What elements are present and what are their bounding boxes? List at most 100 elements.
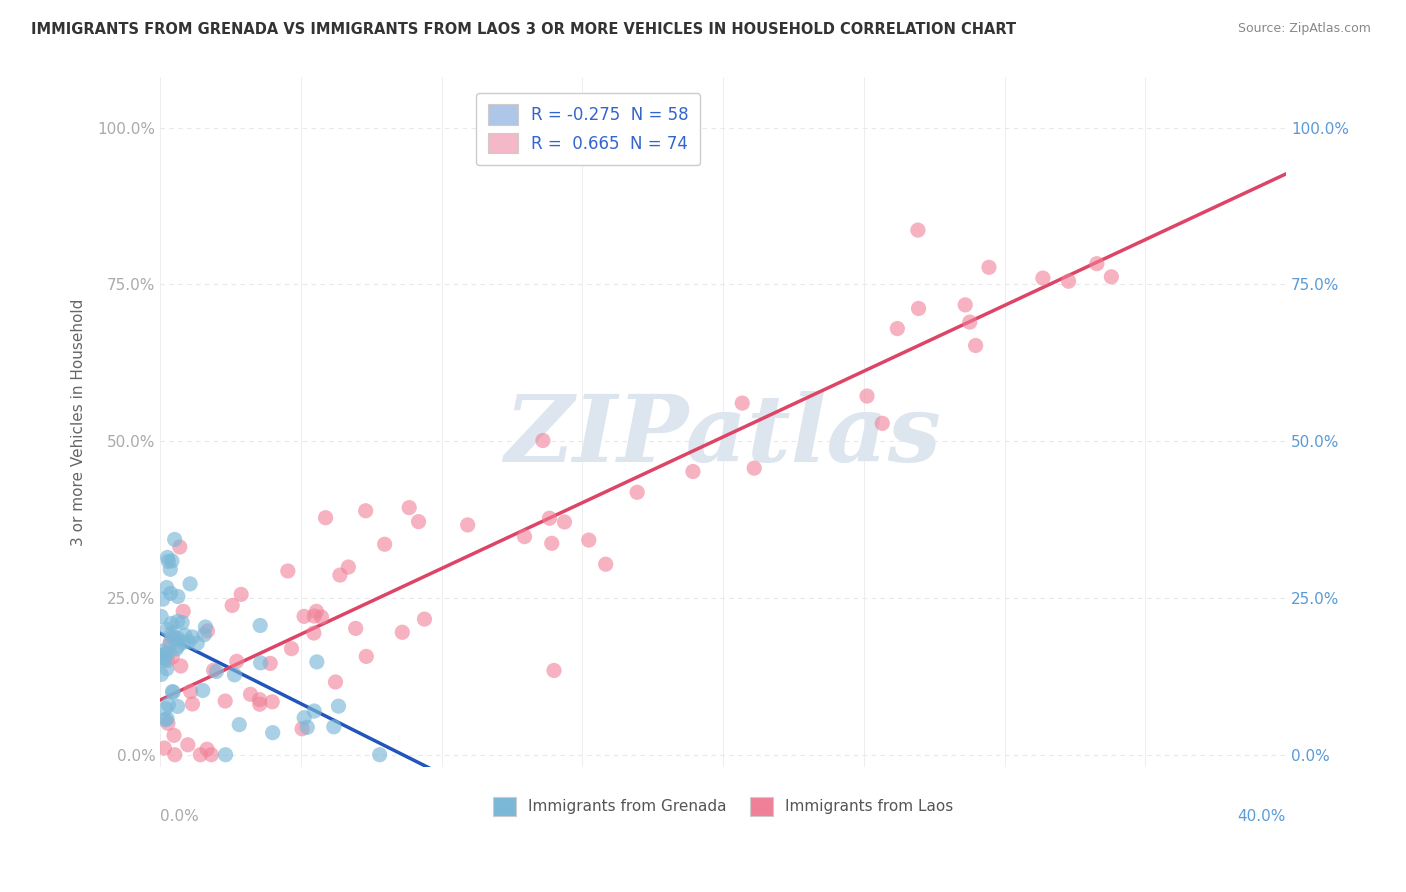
Point [156,712,179,726]
Point [173,628,195,642]
Point [302,626,325,640]
Point [305,655,328,669]
Point [322,720,344,734]
Point [540,536,562,550]
Point [224,668,246,682]
Point [249,618,271,632]
Point [155,701,177,715]
Point [180,684,202,698]
Point [344,621,367,635]
Point [166,631,188,645]
Point [166,615,188,629]
Point [259,657,281,671]
Point [150,609,173,624]
Point [626,485,648,500]
Point [302,704,325,718]
Point [155,713,177,727]
Point [163,728,186,742]
Point [398,500,420,515]
Point [682,465,704,479]
Point [172,635,194,649]
Point [595,558,617,572]
Point [150,648,173,663]
Point [156,550,179,565]
Point [156,716,179,731]
Point [170,659,193,673]
Point [152,651,174,665]
Point [159,562,181,576]
Point [977,260,1000,275]
Point [160,616,183,631]
Point [413,612,436,626]
Point [162,649,184,664]
Point [292,609,315,624]
Point [553,515,575,529]
Point [907,223,929,237]
Point [186,636,208,650]
Point [157,646,180,660]
Point [172,604,194,618]
Point [194,620,217,634]
Point [231,587,253,601]
Point [150,667,173,681]
Point [302,609,325,624]
Point [249,697,271,711]
Point [167,639,190,653]
Point [221,599,243,613]
Point [163,747,186,762]
Point [214,694,236,708]
Point [742,461,765,475]
Point [172,615,194,630]
Point [391,625,413,640]
Point [166,699,188,714]
Point [291,722,314,736]
Point [959,315,981,329]
Point [228,717,250,731]
Point [856,389,879,403]
Point [457,518,479,533]
Point [200,747,222,762]
Point [214,747,236,762]
Point [169,540,191,554]
Point [538,511,561,525]
Point [872,417,894,431]
Point [181,630,204,644]
Point [731,396,754,410]
Point [162,684,184,698]
Point [153,648,176,662]
Point [163,631,186,645]
Point [153,653,176,667]
Point [177,634,200,648]
Point [160,630,183,644]
Point [163,533,186,547]
Point [965,338,987,352]
Point [513,530,536,544]
Point [249,692,271,706]
Point [1085,257,1108,271]
Point [328,699,350,714]
Point [531,434,554,448]
Point [156,662,179,676]
Point [152,592,174,607]
Point [197,624,219,638]
Point [202,663,225,677]
Point [193,628,215,642]
Point [368,747,391,762]
Point [955,298,977,312]
Point [159,638,181,652]
Point [162,685,184,699]
Point [262,725,284,739]
Legend: Immigrants from Grenada, Immigrants from Laos: Immigrants from Grenada, Immigrants from… [486,791,959,822]
Point [195,742,218,756]
Point [1099,269,1122,284]
Point [356,649,378,664]
Point [354,504,377,518]
Point [297,720,319,734]
Point [305,604,328,618]
Text: 40.0%: 40.0% [1237,809,1286,823]
Text: IMMIGRANTS FROM GRENADA VS IMMIGRANTS FROM LAOS 3 OR MORE VEHICLES IN HOUSEHOLD : IMMIGRANTS FROM GRENADA VS IMMIGRANTS FR… [31,22,1017,37]
Point [188,747,211,762]
Point [153,741,176,756]
Point [262,695,284,709]
Point [325,675,347,690]
